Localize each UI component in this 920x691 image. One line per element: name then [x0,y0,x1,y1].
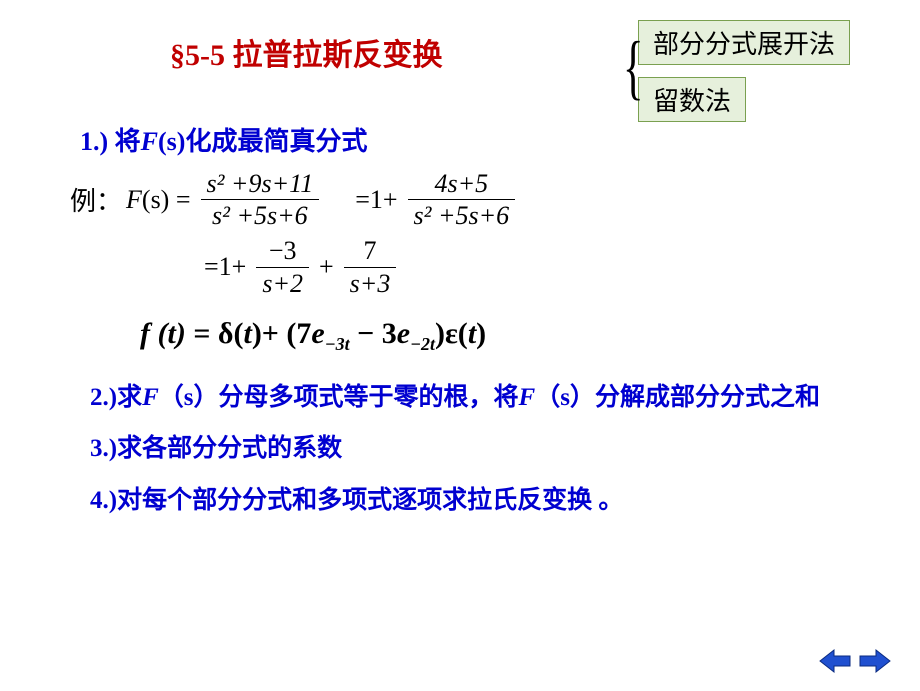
example-line2: =1+ −3 s+2 + 7 s+3 [200,235,860,298]
result-equation: f (t) = δ(t)+ (7e−3t − 3e−2t)ε(t) [140,317,860,355]
ex-lhs-paren: (s) = [142,185,191,214]
step1-paren: (s) [158,127,185,156]
ex-F: F [126,185,142,214]
frac4-num: 7 [358,235,383,266]
step-4: 4.)对每个部分分式和多项式逐项求拉氏反变换 。 [90,482,860,520]
method-residue: 留数法 [638,77,746,122]
frac2-num: 4s+5 [429,168,495,199]
arrow-left-icon [818,648,852,674]
step-3: 3.)求各部分分式的系数 [90,430,860,468]
eq-1plus: =1+ [355,185,397,215]
step-2: 2.)求F（s）分母多项式等于零的根，将F（s）分解成部分分式之和 [90,379,860,417]
step2-mid: 分母多项式等于零的根，将 [219,384,519,411]
title-row: §5-5 拉普拉斯反变换 { 部分分式展开法 留数法 [70,25,860,115]
frac-1: s² +9s+11 s² +5s+6 [201,168,320,231]
brace-icon: { [623,22,644,112]
line2-lead: =1+ [204,252,246,282]
arrow-right-icon [858,648,892,674]
section-title: §5-5 拉普拉斯反变换 [170,30,443,74]
step2-prefix: 2.)求 [90,384,142,411]
methods-box: { 部分分式展开法 留数法 [638,20,850,134]
step2-F2: F [519,384,536,411]
frac1-num: s² +9s+11 [201,168,320,199]
step1-tail: 化成最简真分式 [185,127,367,156]
frac2-den: s² +5s+6 [408,200,516,231]
next-slide-button[interactable] [858,647,892,675]
example-line1: 例： F(s) = s² +9s+11 s² +5s+6 =1+ 4s+5 s²… [70,168,860,231]
frac-4: 7 s+3 [344,235,397,298]
step2-tail: 分解成部分分式之和 [595,384,820,411]
step1-label: 1.) 将 [80,127,141,156]
slide: §5-5 拉普拉斯反变换 { 部分分式展开法 留数法 1.) 将F(s)化成最简… [0,0,920,691]
plus-sign: + [319,252,334,282]
step1-F: F [141,127,158,156]
example-block: 例： F(s) = s² +9s+11 s² +5s+6 =1+ 4s+5 s²… [70,168,860,299]
example-label: 例： [70,181,122,218]
frac-3: −3 s+2 [256,235,309,298]
frac4-den: s+3 [344,268,397,299]
prev-slide-button[interactable] [818,647,852,675]
step2-s1: （s） [159,384,219,411]
step2-s2: （s） [535,384,595,411]
step2-F1: F [142,384,159,411]
frac1-den: s² +5s+6 [206,200,314,231]
nav-arrows [818,647,892,675]
frac-2: 4s+5 s² +5s+6 [408,168,516,231]
frac3-den: s+2 [256,268,309,299]
method-partial-fraction: 部分分式展开法 [638,20,850,65]
frac3-num: −3 [263,235,303,266]
